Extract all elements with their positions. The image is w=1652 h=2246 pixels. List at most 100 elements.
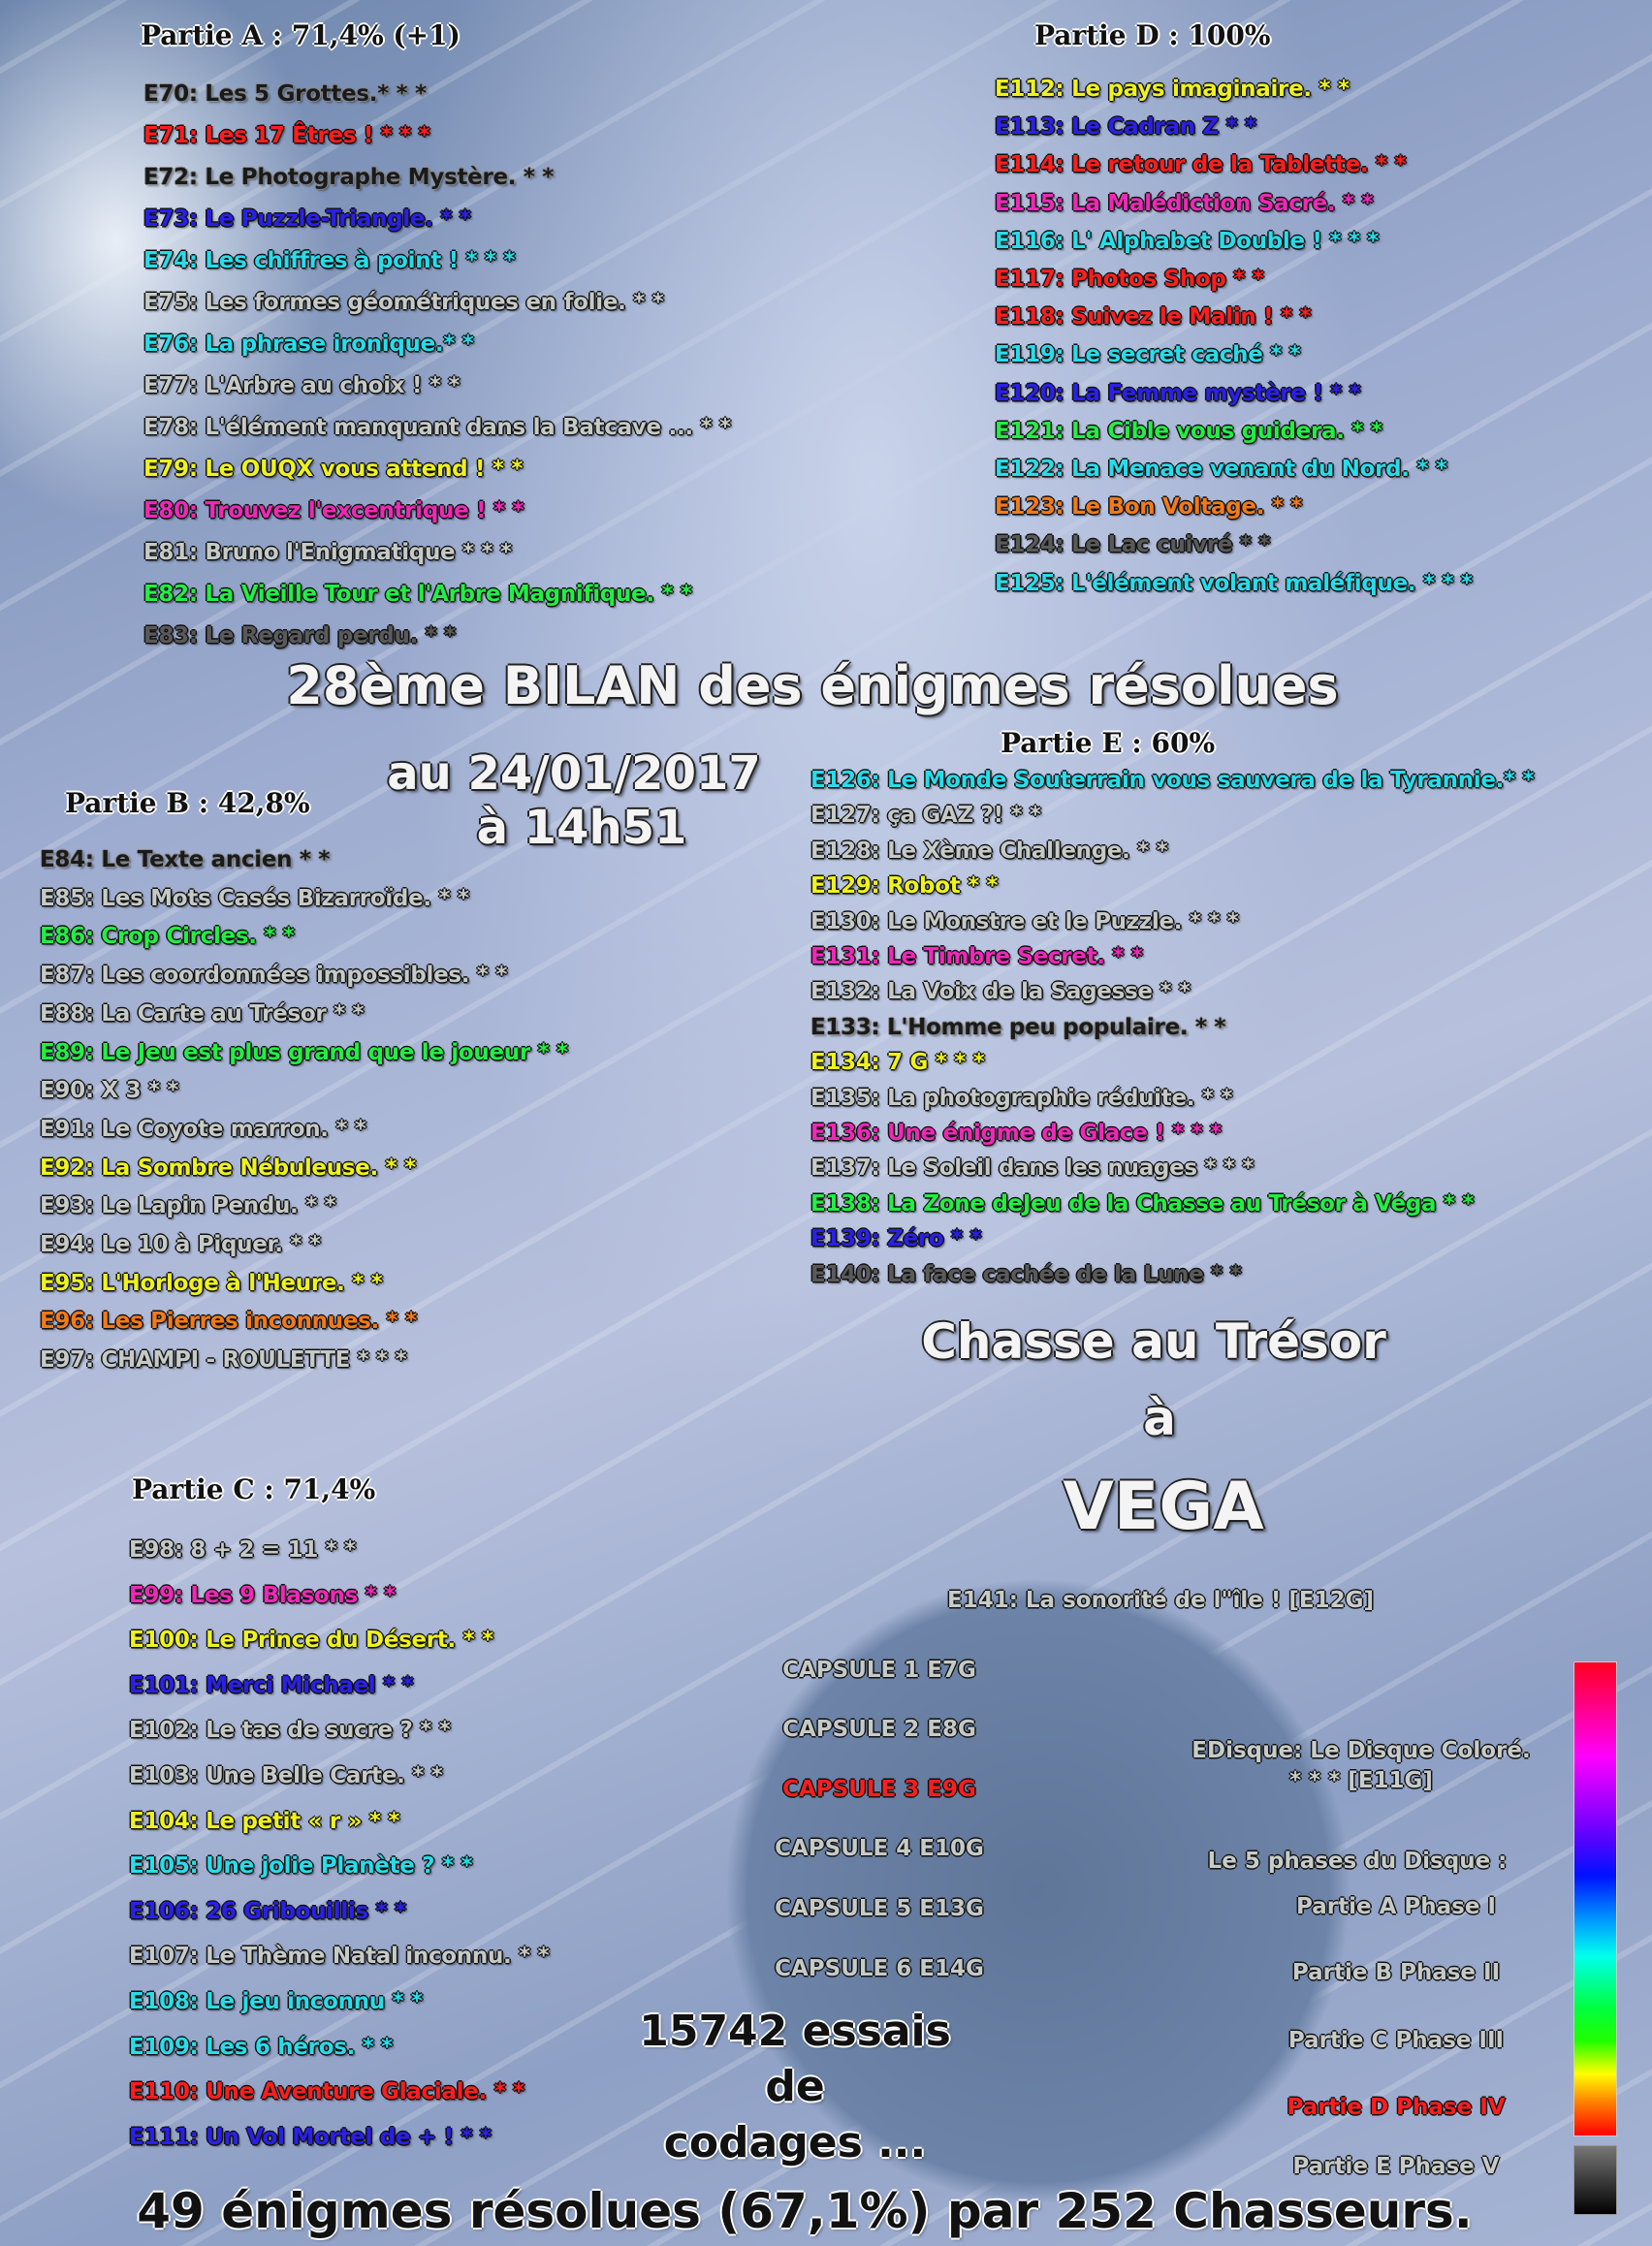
capsule-label: CAPSULE 2 E8G [782, 1717, 976, 1742]
riddle-item: E136: Une énigme de Glace ! * * * [810, 1121, 1222, 1147]
main-title: 28ème BILAN des énigmes résolues [286, 655, 1339, 716]
riddle-item: E124: Le Lac cuivré * * [995, 532, 1271, 558]
riddle-item: E108: Le jeu inconnu * * [129, 1988, 423, 2014]
capsule-label: CAPSULE 5 E13G [775, 1896, 984, 1921]
riddle-item: E125: L'élément volant maléfique. * * * [995, 570, 1473, 596]
partie-d-list: E112: Le pays imaginaire. * * E113: Le Ca… [995, 71, 1473, 603]
riddle-item: E94: Le 10 à Piquer. * * [40, 1232, 321, 1258]
riddle-item: E131: Le Timbre Secret. * * [810, 944, 1143, 970]
riddle-item: E73: Le Puzzle-Triangle. * * [143, 206, 471, 232]
riddle-item: E76: La phrase ironique.* * [143, 332, 474, 357]
treasure-title-line1: Chasse au Trésor [921, 1313, 1386, 1370]
phase-label: Partie C Phase III [1287, 2028, 1505, 2053]
phase-color-bar [1573, 1661, 1617, 2136]
phase-v-black-box [1573, 2145, 1617, 2215]
riddle-item: E89: Le Jeu est plus grand que le joueur… [40, 1039, 568, 1065]
riddle-item: E100: Le Prince du Désert. * * [129, 1628, 493, 1654]
riddle-item: E107: Le Thème Natal inconnu. * * [129, 1944, 550, 1970]
partie-b-header: Partie B : 42,8% [65, 787, 310, 819]
riddle-item: E121: La Cible vous guidera. * * [995, 418, 1382, 444]
riddle-item: E79: Le OUQX vous attend ! * * [143, 457, 524, 482]
attempts-line2: de [765, 2062, 825, 2111]
riddle-item: E82: La Vieille Tour et l'Arbre Magnifiq… [143, 582, 692, 607]
riddle-item: E109: Les 6 héros. * * [129, 2034, 393, 2060]
e141-label: E141: La sonorité de l"île ! [E12G] [946, 1588, 1375, 1613]
riddle-item: E96: Les Pierres inconnues. * * [40, 1309, 417, 1335]
riddle-item: E126: Le Monde Souterrain vous sauvera d… [810, 768, 1535, 793]
riddle-item: E128: Le Xème Challenge. * * [810, 838, 1168, 864]
riddle-item: E83: Le Regard perdu. * * [143, 623, 456, 648]
riddle-item: E132: La Voix de la Sagesse * * [810, 979, 1191, 1005]
riddle-item: E127: ça GAZ ?! * * [810, 803, 1041, 829]
footer-summary: 49 énigmes résolues (67,1%) par 252 Chas… [137, 2183, 1473, 2239]
riddle-item: E115: La Malédiction Sacré. * * [995, 190, 1374, 216]
capsule-label: CAPSULE 3 E9G [782, 1777, 976, 1802]
edisque-line1: EDisque: Le Disque Coloré. [1191, 1738, 1531, 1763]
riddle-item: E74: Les chiffres à point ! * * * [143, 248, 516, 273]
riddle-item: E99: Les 9 Blasons * * [129, 1582, 396, 1608]
riddle-item: E77: L'Arbre au choix ! * * [143, 373, 461, 398]
riddle-item: E75: Les formes géométriques en folie. *… [143, 290, 664, 315]
riddle-item: E105: Une jolie Planète ? * * [129, 1853, 473, 1880]
riddle-item: E93: Le Lapin Pendu. * * [40, 1193, 336, 1219]
phase-label: Partie D Phase IV [1287, 2095, 1506, 2120]
capsule-label: CAPSULE 4 E10G [775, 1836, 984, 1861]
riddle-item: E134: 7 G * * * [810, 1050, 985, 1076]
riddle-item: E123: Le Bon Voltage. * * [995, 494, 1303, 521]
riddle-item: E97: CHAMPI - ROULETTE * * * [40, 1347, 407, 1374]
riddle-item: E139: Zéro * * [810, 1226, 982, 1252]
riddle-item: E81: Bruno l'Enigmatique * * * [143, 540, 512, 565]
treasure-title-line2: à [1143, 1390, 1176, 1446]
riddle-item: E78: L'élément manquant dans la Batcave … [143, 415, 731, 440]
riddle-item: E116: L' Alphabet Double ! * * * [995, 228, 1379, 254]
riddle-item: E130: Le Monstre et le Puzzle. * * * [810, 908, 1239, 934]
partie-c-header: Partie C : 71,4% [132, 1473, 376, 1505]
riddle-item: E98: 8 + 2 = 11 * * [129, 1537, 356, 1563]
riddle-item: E117: Photos Shop * * [995, 267, 1264, 293]
riddle-item: E140: La face cachée de la Lune * * [810, 1261, 1242, 1287]
phases-title: Le 5 phases du Disque : [1207, 1849, 1508, 1874]
riddle-item: E92: La Sombre Nébuleuse. * * [40, 1155, 416, 1181]
partie-a-header: Partie A : 71,4% (+1) [141, 19, 461, 51]
riddle-item: E122: La Menace venant du Nord. * * [995, 457, 1447, 483]
riddle-item: E101: Merci Michael * * [129, 1672, 414, 1698]
riddle-item: E119: Le secret caché * * [995, 342, 1301, 368]
riddle-item: E80: Trouvez l'excentrique ! * * [143, 498, 524, 523]
riddle-item: E133: L'Homme peu populaire. * * [810, 1014, 1226, 1040]
riddle-item: E129: Robot * * [810, 873, 999, 900]
riddle-item: E95: L'Horloge à l'Heure. * * [40, 1270, 383, 1296]
riddle-item: E85: Les Mots Casés Bizarroïde. * * [40, 885, 469, 911]
partie-e-list: E126: Le Monde Souterrain vous sauvera d… [810, 763, 1535, 1292]
phase-label: Partie E Phase V [1292, 2154, 1500, 2179]
riddle-item: E138: La Zone deJeu de la Chasse au Trés… [810, 1190, 1475, 1217]
phase-label: Partie A Phase I [1295, 1894, 1497, 1919]
partie-d-header: Partie D : 100% [1034, 19, 1271, 51]
riddle-item: E87: Les coordonnées impossibles. * * [40, 963, 508, 989]
riddle-item: E114: Le retour de la Tablette. * * [995, 152, 1407, 178]
riddle-item: E106: 26 Gribouillis * * [129, 1898, 406, 1924]
riddle-item: E91: Le Coyote marron. * * [40, 1116, 366, 1142]
capsule-label: CAPSULE 6 E14G [775, 1956, 984, 1981]
riddle-item: E71: Les 17 Êtres ! * * * [143, 123, 430, 148]
riddle-item: E113: Le Cadran Z * * [995, 114, 1256, 141]
riddle-item: E120: La Femme mystère ! * * [995, 380, 1361, 406]
riddle-item: E104: Le petit « r » * * [129, 1808, 400, 1834]
capsule-label: CAPSULE 1 E7G [782, 1658, 976, 1683]
riddle-item: E112: Le pays imaginaire. * * [995, 77, 1350, 102]
riddle-item: E137: Le Soleil dans les nuages * * * [810, 1155, 1255, 1182]
riddle-item: E90: X 3 * * [40, 1078, 179, 1104]
riddle-item: E70: Les 5 Grottes.* * * [143, 81, 427, 107]
edisque-line2: * * * [E11G] [1289, 1768, 1433, 1793]
partie-b-list: E84: Le Texte ancien * * E85: Les Mots Ca… [40, 841, 568, 1380]
riddle-item: E103: Une Belle Carte. * * [129, 1762, 443, 1788]
partie-c-list: E98: 8 + 2 = 11 * * E99: Les 9 Blasons * … [129, 1528, 550, 2160]
riddle-item: E72: Le Photographe Mystère. * * [143, 165, 555, 190]
riddle-item: E88: La Carte au Trésor * * [40, 1000, 365, 1027]
treasure-title-line3: VEGA [1063, 1469, 1264, 1545]
partie-a-list: E70: Les 5 Grottes.* * * E71: Les 17 Être… [143, 74, 731, 657]
riddle-item: E86: Crop Circles. * * [40, 924, 295, 950]
riddle-item: E84: Le Texte ancien * * [40, 847, 331, 872]
riddle-item: E110: Une Aventure Glaciale. * * [129, 2079, 524, 2105]
riddle-item: E135: La photographie réduite. * * [810, 1085, 1233, 1111]
riddle-item: E111: Un Vol Mortel de + ! * * [129, 2124, 492, 2150]
